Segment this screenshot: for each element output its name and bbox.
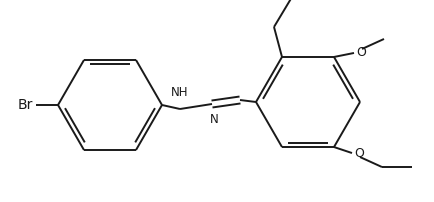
Text: NH: NH <box>171 86 189 99</box>
Text: O: O <box>354 146 364 160</box>
Text: Br: Br <box>18 98 33 112</box>
Text: O: O <box>356 46 366 59</box>
Text: N: N <box>210 113 218 126</box>
